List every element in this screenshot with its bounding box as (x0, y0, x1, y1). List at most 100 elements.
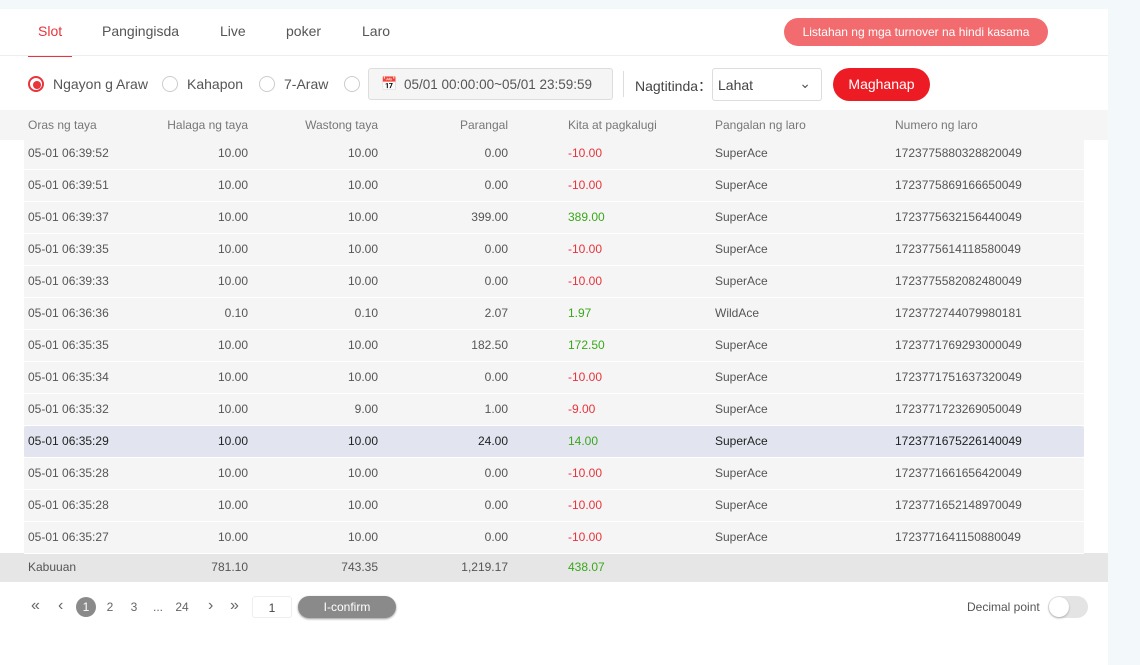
table-cell: -10.00 (568, 178, 603, 192)
tab[interactable]: Slot (38, 23, 63, 39)
column-header: Oras ng taya (28, 118, 97, 132)
table-cell: -10.00 (568, 498, 603, 512)
table-cell: 24.00 (477, 434, 508, 448)
table-cell: 1723775582082480049 (895, 274, 1022, 288)
table-row (24, 394, 1084, 426)
divider (0, 55, 1108, 56)
table-cell: SuperAce (715, 370, 768, 384)
table-row (24, 490, 1084, 522)
confirm-button[interactable]: I-confirm (298, 596, 396, 618)
vendor-select[interactable]: Lahat ⌄ (712, 68, 822, 101)
table-cell: 10.00 (347, 530, 378, 544)
notice-button[interactable]: Listahan ng mga turnover na hindi kasama (784, 18, 1048, 46)
table-cell: 10.00 (347, 466, 378, 480)
table-cell: 10.00 (347, 274, 378, 288)
table-cell: 1723771641150880049 (895, 530, 1021, 544)
table-cell: 1723771769293000049 (895, 338, 1022, 352)
table-cell: -10.00 (568, 146, 603, 160)
vendor-value: Lahat (718, 77, 754, 93)
table-cell: 0.00 (484, 242, 508, 256)
table-cell: 0.00 (484, 498, 508, 512)
table-cell: 1723771675226140049 (895, 434, 1022, 448)
table-row (24, 458, 1084, 490)
table-row (24, 298, 1084, 330)
table-cell: 2.07 (484, 306, 508, 320)
page-number[interactable]: ... (152, 600, 163, 614)
table-cell: 10.00 (347, 370, 378, 384)
page-number[interactable]: 2 (106, 600, 114, 614)
table-cell: 389.00 (568, 210, 605, 224)
table-cell: 1723771652148970049 (895, 498, 1022, 512)
radio-label: Kahapon (187, 76, 244, 92)
table-cell: 10.00 (347, 338, 378, 352)
table-cell: 10.00 (217, 146, 248, 160)
table-cell: 05-01 06:39:52 (28, 146, 109, 160)
decimal-toggle[interactable] (1048, 596, 1088, 618)
table-row (24, 362, 1084, 394)
table-row (24, 330, 1084, 362)
total-cell: Kabuuan (28, 560, 77, 574)
table-row (24, 426, 1084, 458)
calendar-icon: 📅 (381, 76, 398, 91)
radio[interactable] (162, 76, 178, 92)
search-button[interactable]: Maghanap (833, 68, 930, 101)
table-cell: 10.00 (347, 242, 378, 256)
radio[interactable] (259, 76, 275, 92)
tab[interactable]: Laro (362, 23, 391, 39)
last-page[interactable]: » (230, 597, 239, 614)
tab[interactable]: poker (286, 23, 322, 39)
tab[interactable]: Live (220, 23, 246, 39)
table-cell: -9.00 (568, 402, 596, 416)
page-input[interactable]: 1 (252, 596, 292, 618)
table-row (24, 138, 1084, 170)
total-row (0, 553, 1108, 582)
table-cell: 10.00 (217, 210, 248, 224)
table-row (24, 202, 1084, 234)
table-cell: SuperAce (715, 146, 768, 160)
table-cell: 1723775880328820049 (895, 146, 1022, 160)
decimal-label: Decimal point (967, 600, 1040, 614)
table-cell: 05-01 06:35:32 (28, 402, 109, 416)
table-cell: 05-01 06:35:28 (28, 466, 109, 480)
table-cell: 0.10 (224, 306, 248, 320)
table-cell: 10.00 (217, 466, 248, 480)
table-cell: SuperAce (715, 338, 768, 352)
table-cell: 05-01 06:35:35 (28, 338, 109, 352)
table-cell: 1.00 (484, 402, 508, 416)
table-cell: 1723771751637320049 (895, 370, 1022, 384)
table-cell: 182.50 (471, 338, 508, 352)
radio[interactable] (28, 76, 44, 92)
chevron: ⌄ (799, 75, 811, 91)
column-header: Kita at pagkalugi (568, 118, 657, 132)
table-cell: 1723772744079980181 (895, 306, 1022, 320)
table-cell: -10.00 (568, 466, 603, 480)
table-cell: -10.00 (568, 370, 603, 384)
first-page[interactable]: « (31, 597, 40, 614)
tab-underline (28, 55, 72, 57)
table-cell: 10.00 (347, 434, 378, 448)
page-number[interactable]: 24 (175, 600, 189, 614)
column-header: Halaga ng taya (167, 118, 248, 132)
table-cell: 05-01 06:36:36 (28, 306, 109, 320)
table-header (0, 110, 1108, 140)
table-cell: 172.50 (568, 338, 605, 352)
app: Listahan ng mga turnover na hindi kasama… (0, 9, 1108, 665)
next-page[interactable]: › (208, 597, 214, 614)
radio[interactable] (344, 76, 360, 92)
table-cell: 10.00 (217, 402, 248, 416)
current-page[interactable]: 1 (76, 597, 96, 617)
table-cell: WildAce (715, 306, 760, 320)
prev-page[interactable]: ‹ (58, 597, 64, 614)
total-cell: 781.10 (211, 560, 248, 574)
table-cell: 0.10 (354, 306, 378, 320)
total-cell: 438.07 (568, 560, 605, 574)
date-picker[interactable]: 📅 05/01 00:00:00~05/01 23:59:59 (368, 68, 613, 100)
table-cell: 1723771661656420049 (895, 466, 1022, 480)
table-cell: 1.97 (568, 306, 592, 320)
table-cell: 0.00 (484, 466, 508, 480)
page-number[interactable]: 3 (130, 600, 138, 614)
table-cell: SuperAce (715, 466, 768, 480)
date-range: 05/01 00:00:00~05/01 23:59:59 (404, 77, 593, 92)
tab[interactable]: Pangingisda (102, 23, 180, 39)
column-header: Pangalan ng laro (715, 118, 806, 132)
